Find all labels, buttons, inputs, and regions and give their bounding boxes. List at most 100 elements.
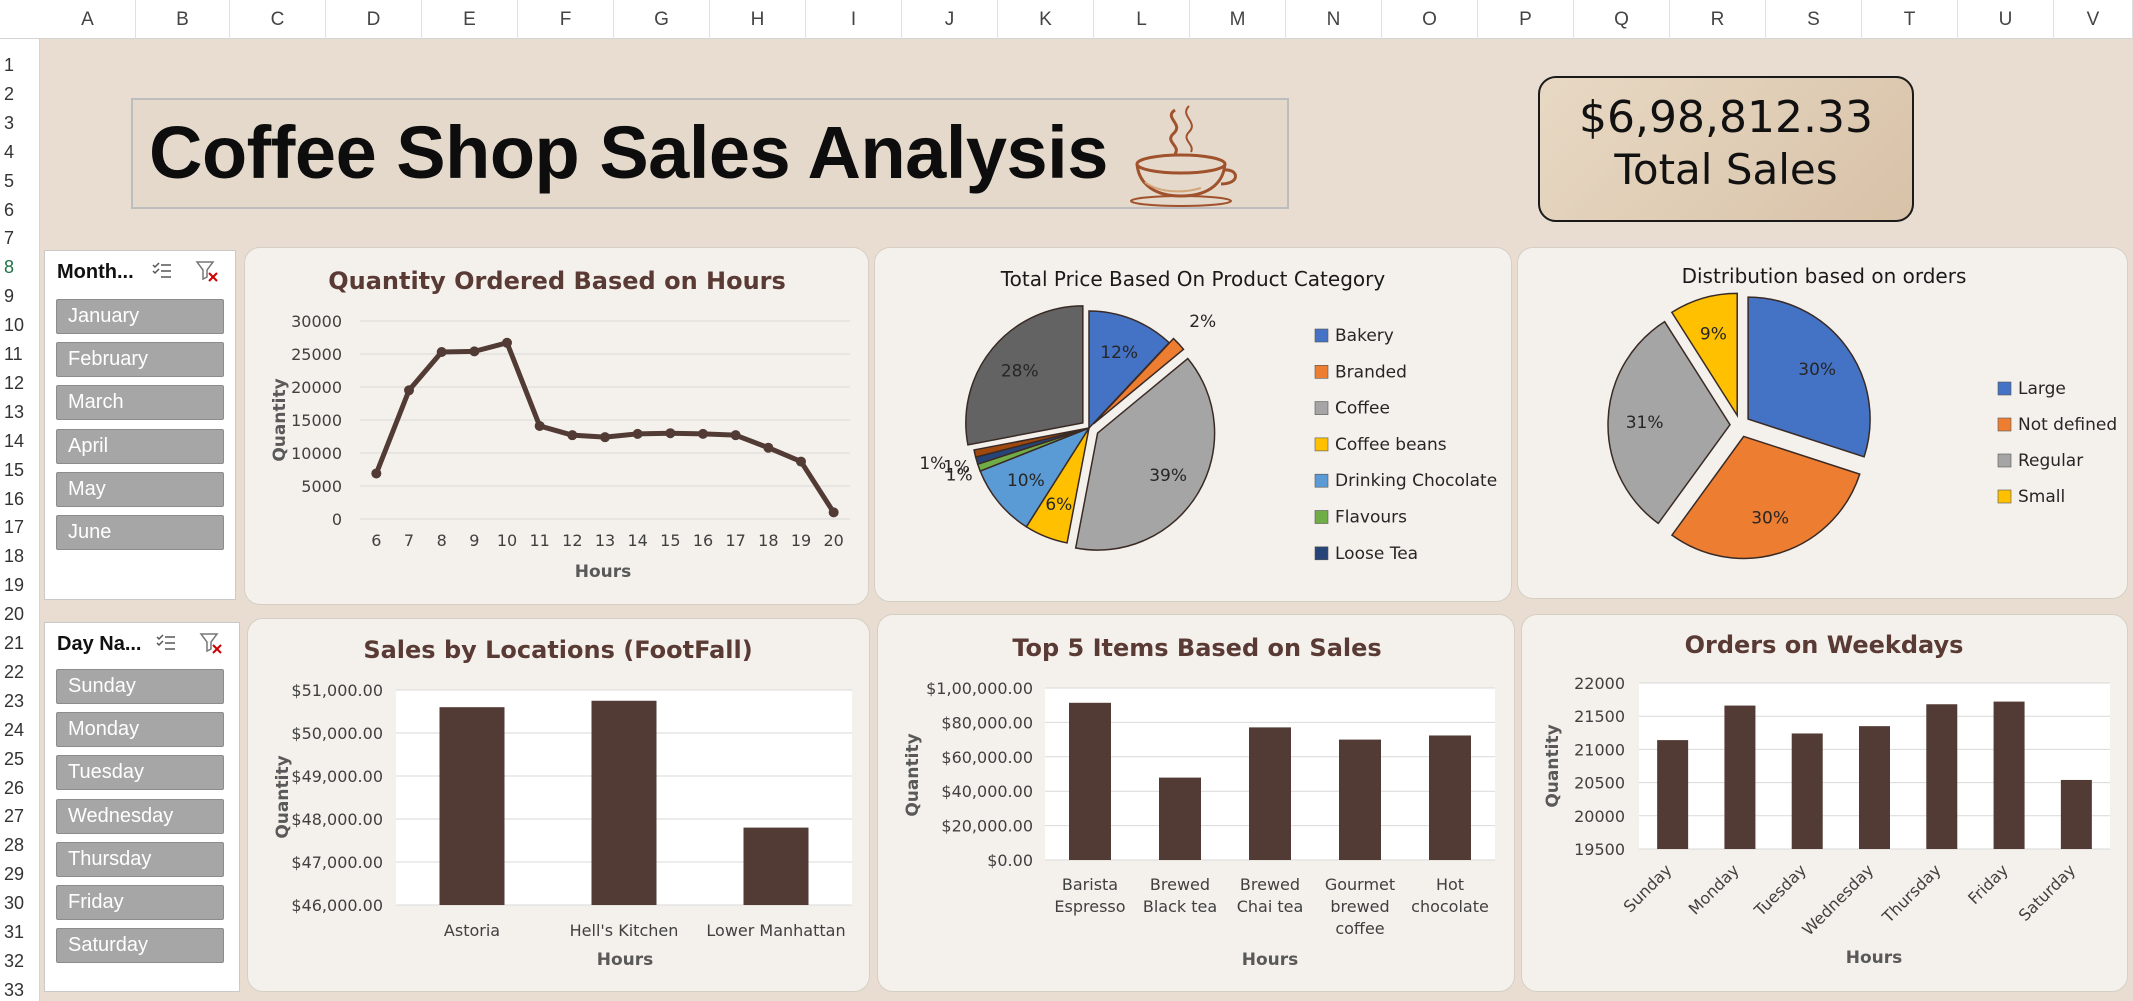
data-point — [763, 442, 774, 453]
row-header[interactable]: 10 — [4, 315, 25, 336]
data-point — [698, 428, 708, 439]
sales-by-location-chart[interactable]: Sales by Locations (FootFall) $46,000.00 $… — [247, 618, 870, 992]
clear-filter-icon[interactable] — [199, 631, 223, 655]
row-header[interactable]: 27 — [4, 806, 25, 827]
top-items-chart[interactable]: Top 5 Items Based on Sales $0.00 $20,000.0… — [877, 614, 1515, 992]
row-header[interactable]: 16 — [4, 488, 25, 509]
price-by-category-chart[interactable]: Total Price Based On Product Category 12%… — [874, 247, 1512, 602]
data-point — [371, 468, 382, 479]
y-tick-label: $40,000.00 — [941, 782, 1033, 801]
slicer-item-tuesday[interactable]: Tuesday — [56, 755, 224, 791]
multi-select-icon[interactable] — [155, 632, 177, 654]
row-header[interactable]: 15 — [4, 459, 25, 480]
multi-select-icon[interactable] — [151, 260, 173, 282]
column-header[interactable]: A — [40, 0, 136, 39]
row-header[interactable]: 26 — [4, 777, 25, 798]
x-tick-label: Saturday — [2015, 860, 2079, 924]
row-header[interactable]: 23 — [4, 690, 25, 711]
chart-title: Total Price Based On Product Category — [1000, 267, 1386, 291]
column-header[interactable]: I — [806, 0, 902, 39]
column-header[interactable]: E — [422, 0, 518, 39]
row-header[interactable]: 28 — [4, 835, 25, 856]
order-size-distribution-chart[interactable]: Distribution based on orders 30% 30% 31% 9% L… — [1517, 247, 2128, 599]
slicer-item-june[interactable]: June — [56, 515, 224, 550]
row-header[interactable]: 13 — [4, 401, 25, 422]
day-name-slicer[interactable]: Day Na... Sunday Monday Tuesday Wednesday Th… — [44, 622, 240, 992]
row-header[interactable]: 8 — [4, 257, 15, 278]
row-header[interactable]: 32 — [4, 950, 25, 971]
column-header[interactable]: Q — [1574, 0, 1670, 39]
row-header[interactable]: 7 — [4, 228, 15, 249]
quantity-by-hours-chart[interactable]: Quantity Ordered Based on Hours 0 5000 1000… — [244, 247, 869, 605]
slicer-item-sunday[interactable]: Sunday — [56, 669, 224, 704]
pie-data-label: 6% — [1045, 495, 1072, 515]
row-header[interactable]: 24 — [4, 719, 25, 740]
bar-chart-svg: Orders on Weekdays 19500 20000 20500 21000 21… — [1543, 631, 2110, 968]
row-header[interactable]: 3 — [4, 112, 15, 133]
slicer-item-may[interactable]: May — [56, 471, 224, 507]
x-tick-label: 10 — [497, 531, 517, 550]
column-header[interactable]: D — [326, 0, 422, 39]
column-header[interactable]: G — [614, 0, 710, 39]
row-header[interactable]: 6 — [4, 199, 15, 220]
row-header[interactable]: 17 — [4, 517, 25, 538]
line-chart-svg: Quantity Ordered Based on Hours 0 5000 1000… — [270, 267, 850, 582]
pie-data-label: 1% — [919, 454, 946, 474]
row-header[interactable]: 20 — [4, 604, 25, 625]
x-tick-label: 20 — [823, 531, 843, 550]
slicer-item-monday[interactable]: Monday — [56, 712, 224, 748]
column-header[interactable]: T — [1862, 0, 1958, 39]
row-header[interactable]: 12 — [4, 372, 25, 393]
row-header[interactable]: 29 — [4, 864, 25, 885]
slicer-item-january[interactable]: January — [56, 299, 224, 334]
column-header[interactable]: H — [710, 0, 806, 39]
row-header[interactable]: 30 — [4, 893, 25, 914]
slicer-item-february[interactable]: February — [56, 342, 224, 378]
column-header[interactable]: L — [1094, 0, 1190, 39]
column-header[interactable]: B — [136, 0, 230, 39]
column-header[interactable]: F — [518, 0, 614, 39]
row-header[interactable]: 22 — [4, 661, 25, 682]
column-header[interactable]: U — [1958, 0, 2054, 39]
clear-filter-icon[interactable] — [195, 259, 219, 283]
row-header[interactable]: 21 — [4, 633, 25, 653]
column-header[interactable]: S — [1766, 0, 1862, 39]
row-header[interactable]: 31 — [4, 922, 25, 942]
month-slicer[interactable]: Month... January February March April May Jun… — [44, 250, 236, 600]
column-header[interactable]: J — [902, 0, 998, 39]
row-header[interactable]: 18 — [4, 546, 25, 567]
x-tick-label: 6 — [371, 531, 381, 550]
orders-on-weekdays-chart[interactable]: Orders on Weekdays 19500 20000 20500 21000 21… — [1521, 614, 2128, 992]
slicer-item-friday[interactable]: Friday — [56, 885, 224, 920]
column-header[interactable]: R — [1670, 0, 1766, 39]
column-header[interactable]: O — [1382, 0, 1478, 39]
legend-swatch — [1314, 365, 1329, 379]
column-header[interactable]: N — [1286, 0, 1382, 39]
column-header[interactable]: K — [998, 0, 1094, 39]
row-header[interactable]: 9 — [4, 286, 15, 307]
column-header[interactable]: C — [230, 0, 326, 39]
row-header[interactable]: 14 — [4, 430, 25, 451]
row-header[interactable]: 11 — [4, 344, 23, 364]
row-header[interactable]: 25 — [4, 748, 25, 769]
slicer-item-march[interactable]: March — [56, 385, 224, 421]
row-header[interactable]: 19 — [4, 575, 25, 596]
slicer-item-april[interactable]: April — [56, 428, 224, 464]
total-sales-card[interactable]: $6,98,812.33 Total Sales — [1538, 76, 1914, 222]
row-header[interactable]: 4 — [4, 141, 15, 162]
total-sales-label: Total Sales — [1614, 145, 1838, 194]
row-header[interactable]: 1 — [4, 55, 15, 75]
bar — [1859, 726, 1890, 849]
pie-data-label: 9% — [1700, 324, 1727, 344]
column-header[interactable]: M — [1190, 0, 1286, 39]
column-header[interactable]: V — [2054, 0, 2133, 39]
column-header[interactable]: P — [1478, 0, 1574, 39]
slicer-item-wednesday[interactable]: Wednesday — [56, 798, 224, 834]
row-header[interactable]: 33 — [4, 979, 25, 1000]
slicer-item-thursday[interactable]: Thursday — [56, 841, 224, 877]
row-header[interactable]: 5 — [4, 170, 15, 191]
slicer-item-saturday[interactable]: Saturday — [56, 928, 224, 964]
legend-swatch — [1314, 473, 1329, 488]
dashboard-title-box[interactable]: Coffee Shop Sales Analysis — [131, 98, 1289, 209]
row-header[interactable]: 2 — [4, 83, 15, 104]
